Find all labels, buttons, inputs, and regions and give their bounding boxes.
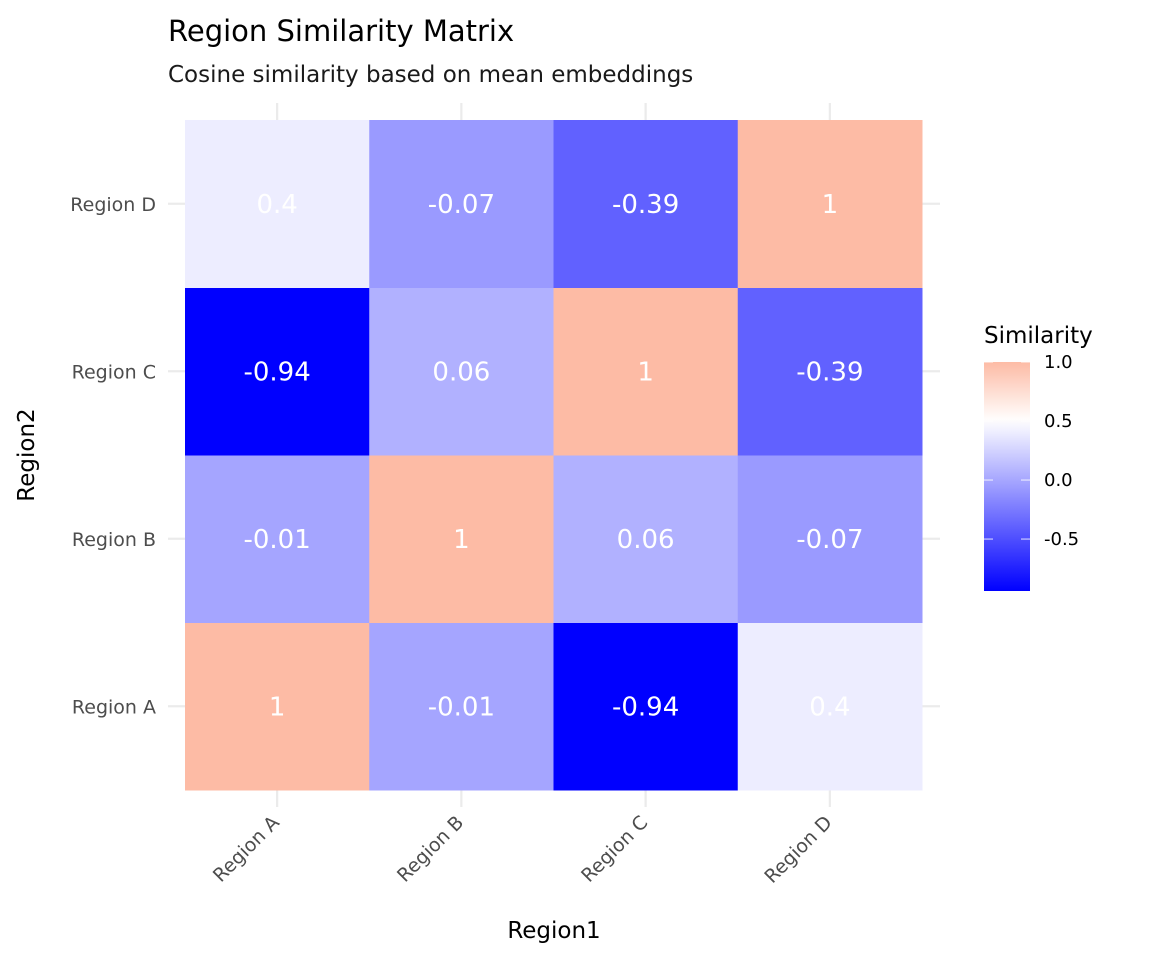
heatmap-cell xyxy=(737,120,923,288)
y-tick-label: Region A xyxy=(72,696,156,718)
x-tick-label: Region B xyxy=(393,812,468,887)
cell-value-label: 0.06 xyxy=(432,357,490,387)
cell-labels: 1 -0.01 -0.94 0.4 -0.01 1 0.06 -0.07 -0.94 0.06 1 -… xyxy=(243,190,863,723)
heatmap-cell xyxy=(737,287,923,456)
heatmap-cell xyxy=(553,622,739,791)
cell-value-label: -0.39 xyxy=(796,357,863,387)
cell-value-label: 1 xyxy=(269,692,286,722)
legend-tick-label: 1.0 xyxy=(1044,352,1073,373)
heatmap-cell xyxy=(553,287,739,456)
heatmap-cell xyxy=(737,622,923,791)
y-axis-ticks: Region A Region B Region C Region D xyxy=(70,194,156,719)
heatmap-cell xyxy=(185,287,370,456)
y-axis-title: Region2 xyxy=(14,408,40,501)
heatmap-cell xyxy=(185,455,370,623)
legend-tick-label: 0.0 xyxy=(1044,470,1073,491)
heatmap-cell xyxy=(369,455,554,623)
heatmap-cells xyxy=(185,120,923,791)
legend-ticks: 1.0 0.5 0.0 -0.5 xyxy=(984,352,1079,550)
x-tick-label: Region C xyxy=(577,812,652,887)
cell-value-label: -0.01 xyxy=(243,525,310,555)
cell-value-label: 1 xyxy=(637,357,654,387)
legend-tick-label: -0.5 xyxy=(1044,529,1079,550)
y-tick-label: Region C xyxy=(72,361,156,383)
cell-value-label: 1 xyxy=(822,190,839,220)
cell-value-label: -0.94 xyxy=(243,357,310,387)
legend-colorbar xyxy=(984,362,1030,591)
heatmap-cell xyxy=(185,622,370,791)
chart-title: Region Similarity Matrix xyxy=(168,14,514,48)
x-axis-title: Region1 xyxy=(507,918,600,944)
heatmap-cell xyxy=(369,622,554,791)
x-tick-label: Region A xyxy=(209,812,284,887)
x-tick-label: Region D xyxy=(760,812,836,888)
cell-value-label: -0.01 xyxy=(428,692,495,722)
cell-value-label: -0.07 xyxy=(428,190,495,220)
heatmap-cell xyxy=(369,287,554,456)
cell-value-label: 0.4 xyxy=(256,190,297,220)
cell-value-label: -0.39 xyxy=(612,190,679,220)
y-tick-label: Region D xyxy=(70,194,156,216)
heatmap-cell xyxy=(737,455,923,623)
legend-title: Similarity xyxy=(984,323,1093,349)
cell-value-label: 0.06 xyxy=(617,525,675,555)
cell-value-label: -0.94 xyxy=(612,692,679,722)
y-tick-label: Region B xyxy=(72,529,156,551)
heatmap-cell xyxy=(553,455,739,623)
heatmap-cell xyxy=(369,120,554,288)
cell-value-label: 0.4 xyxy=(809,692,850,722)
heatmap-cell xyxy=(185,120,370,288)
heatmap-cell xyxy=(553,120,739,288)
cell-value-label: -0.07 xyxy=(796,525,863,555)
cell-value-label: 1 xyxy=(453,525,470,555)
chart-subtitle: Cosine similarity based on mean embeddin… xyxy=(168,62,693,88)
legend-tick-label: 0.5 xyxy=(1044,411,1073,432)
x-axis-ticks: Region A Region B Region C Region D xyxy=(209,812,837,888)
color-legend: Similarity 1.0 0.5 0.0 -0.5 xyxy=(984,323,1093,591)
